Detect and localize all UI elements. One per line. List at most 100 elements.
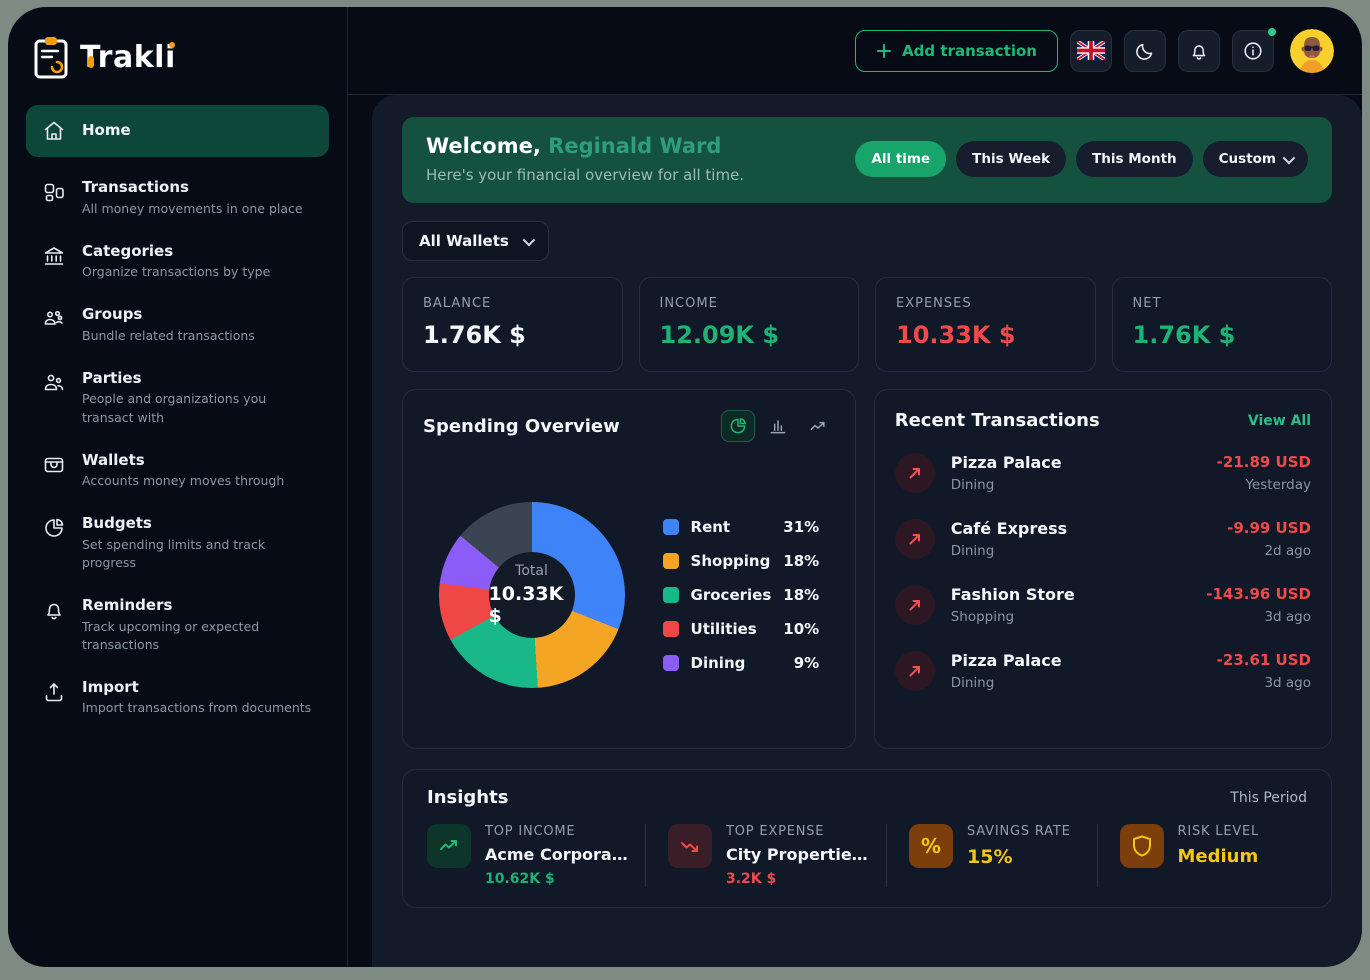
- pie-chart-icon: [730, 418, 746, 434]
- recent-transactions-panel: Recent Transactions View All Pizza Palac…: [873, 389, 1332, 749]
- legend-swatch: [662, 587, 679, 603]
- filter-this-month[interactable]: This Month: [1076, 141, 1193, 177]
- view-all-link[interactable]: View All: [1247, 412, 1311, 429]
- welcome-banner: Welcome, Reginald Ward Here's your finan…: [402, 117, 1332, 203]
- user-avatar[interactable]: [1290, 28, 1334, 73]
- stat-label: NET: [1132, 296, 1162, 311]
- transaction-row[interactable]: Pizza Palace Dining -21.89 USD Yesterday: [894, 453, 1311, 493]
- bell-icon: [1192, 44, 1206, 60]
- stat-label: BALANCE: [423, 296, 492, 311]
- sidebar-item-desc: Import transactions from documents: [82, 700, 312, 716]
- legend-swatch: [662, 519, 679, 535]
- sidebar-item-desc: All money movements in one place: [82, 200, 303, 216]
- sidebar-item-categories[interactable]: Categories Organize transactions by type: [26, 233, 329, 291]
- sidebar-item-label: Import: [82, 677, 139, 696]
- topbar: Add transaction: [348, 7, 1362, 95]
- sidebar-item-label: Categories: [82, 241, 174, 260]
- legend-item-shopping: Shopping 18%: [662, 552, 819, 570]
- chart-legend: Rent 31% Shopping 18%: [662, 518, 819, 672]
- sidebar-item-transactions[interactable]: Transactions All money movements in one …: [26, 169, 329, 227]
- spending-donut-chart[interactable]: Total 10.33K $: [438, 502, 625, 688]
- language-flag-button[interactable]: [1070, 29, 1112, 72]
- transaction-row[interactable]: Pizza Palace Dining -23.61 USD 3d ago: [894, 651, 1311, 691]
- transactions-icon: [42, 180, 66, 204]
- welcome-title: Welcome, Reginald Ward: [426, 134, 722, 158]
- income-value: 12.09K $: [659, 321, 780, 349]
- sidebar-item-import[interactable]: Import Import transactions from document…: [26, 669, 329, 727]
- avatar-image: [1290, 28, 1334, 73]
- info-notification-dot: [1268, 27, 1276, 36]
- insight-risk-level: RISK LEVEL Medium: [1096, 824, 1308, 887]
- trend-down-icon: [668, 824, 712, 868]
- donut-center: Total 10.33K $: [488, 552, 575, 638]
- chevron-down-icon: [1282, 151, 1296, 164]
- sidebar-item-desc: Set spending limits and track progress: [82, 536, 266, 570]
- info-button[interactable]: [1232, 27, 1276, 72]
- app-logo[interactable]: Trakl i: [32, 35, 329, 79]
- sidebar-item-label: Budgets: [82, 514, 152, 533]
- sidebar-item-wallets[interactable]: Wallets Accounts money moves through: [26, 442, 329, 500]
- insights-title: Insights: [427, 787, 509, 808]
- shield-icon: [1119, 824, 1164, 868]
- main-area: Add transaction: [348, 7, 1362, 967]
- trend-line-icon: [810, 421, 825, 431]
- legend-swatch: [662, 655, 679, 671]
- transaction-row[interactable]: Café Express Dining -9.99 USD 2d ago: [894, 519, 1311, 559]
- expense-arrow-icon: [894, 585, 935, 625]
- donut-chart-area: Total 10.33K $ Rent 31%: [423, 450, 835, 740]
- transactions-list: Pizza Palace Dining -21.89 USD Yesterday: [894, 453, 1311, 691]
- sidebar-item-desc: People and organizations you transact wi…: [82, 391, 267, 425]
- notifications-button[interactable]: [1178, 29, 1220, 72]
- sidebar-item-reminders[interactable]: Reminders Track upcoming or expected tra…: [26, 587, 329, 663]
- moon-icon: [1136, 43, 1153, 60]
- legend-item-groceries: Groceries 18%: [662, 586, 819, 604]
- filter-this-week[interactable]: This Week: [956, 141, 1067, 177]
- sidebar-item-home[interactable]: Home: [26, 105, 329, 157]
- legend-swatch: [662, 621, 679, 637]
- sidebar-item-label: Transactions: [82, 178, 189, 196]
- balance-card: BALANCE 1.76K $: [402, 277, 623, 372]
- wallet-icon: [42, 453, 66, 477]
- transaction-row[interactable]: Fashion Store Shopping -143.96 USD 3d ag…: [894, 585, 1311, 625]
- recent-transactions-title: Recent Transactions: [894, 410, 1100, 431]
- sidebar-item-desc: Track upcoming or expected transactions: [82, 618, 260, 652]
- plus-icon: [877, 43, 892, 58]
- net-card: NET 1.76K $: [1111, 277, 1332, 372]
- wallet-filter-dropdown[interactable]: All Wallets: [402, 221, 549, 261]
- time-filter-group: All time This Week This Month Custom: [855, 141, 1308, 177]
- sidebar-item-desc: Organize transactions by type: [82, 264, 271, 280]
- dashboard-panel: Welcome, Reginald Ward Here's your finan…: [372, 95, 1362, 967]
- sidebar-item-budgets[interactable]: Budgets Set spending limits and track pr…: [26, 505, 329, 581]
- stat-label: INCOME: [659, 296, 718, 311]
- insight-top-income: TOP INCOME Acme Corporati... 10.62K $: [427, 824, 645, 887]
- bank-icon: [42, 244, 66, 268]
- insight-top-expense: TOP EXPENSE City Properties |... 3.2K $: [645, 824, 886, 887]
- uk-flag-icon: [1077, 41, 1105, 60]
- pie-chart-toggle[interactable]: [720, 410, 755, 442]
- add-transaction-button[interactable]: Add transaction: [855, 29, 1058, 72]
- upload-icon: [42, 680, 66, 704]
- app-window: Trakl i Home Transactions All money movem…: [8, 7, 1362, 967]
- percent-icon: %: [909, 824, 953, 868]
- sidebar-item-groups[interactable]: Groups Bundle related transactions: [26, 296, 329, 354]
- content-area: Welcome, Reginald Ward Here's your finan…: [348, 95, 1362, 967]
- balance-value: 1.76K $: [423, 321, 526, 349]
- line-chart-toggle[interactable]: [801, 410, 835, 442]
- welcome-subtitle: Here's your financial overview for all t…: [426, 166, 745, 184]
- trend-up-icon: [427, 824, 471, 868]
- bar-chart-icon: [770, 420, 786, 434]
- insights-period-label: This Period: [1230, 789, 1307, 806]
- sidebar-item-label: Reminders: [82, 596, 173, 614]
- stats-row: BALANCE 1.76K $ INCOME 12.09K $ EXPENSES…: [402, 277, 1332, 372]
- insight-savings-rate: % SAVINGS RATE 15%: [886, 824, 1097, 887]
- filter-all-time[interactable]: All time: [855, 141, 947, 177]
- bar-chart-toggle[interactable]: [761, 410, 795, 442]
- spending-overview-title: Spending Overview: [423, 415, 620, 437]
- expenses-value: 10.33K $: [896, 321, 1016, 349]
- brand-name: Trakl i: [80, 39, 176, 75]
- filter-custom[interactable]: Custom: [1202, 141, 1308, 177]
- info-icon: [1244, 41, 1262, 60]
- sidebar-item-parties[interactable]: Parties People and organizations you tra…: [26, 360, 329, 436]
- dark-mode-button[interactable]: [1124, 29, 1166, 72]
- expenses-card: EXPENSES 10.33K $: [875, 277, 1096, 372]
